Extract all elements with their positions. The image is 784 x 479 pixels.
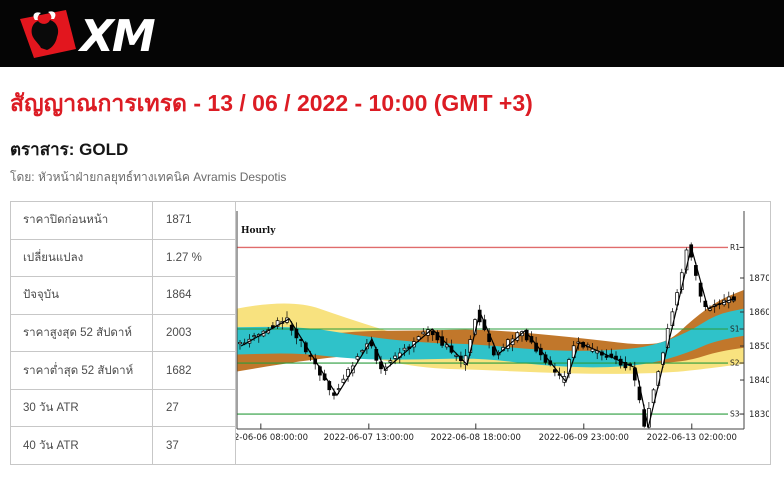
- y-tick-label: 1840: [749, 376, 769, 386]
- instrument-title: ตราสาร: GOLD: [10, 140, 129, 159]
- level-label-R1: R1: [730, 243, 740, 252]
- stat-label-current: ปัจจุบัน: [10, 276, 153, 315]
- stat-row: 30 วัน ATR 27: [10, 388, 771, 428]
- xm-logo[interactable]: XM: [14, 9, 184, 59]
- stat-value-atr30: 27: [152, 388, 236, 428]
- byline: โดย: หัวหน้าฝ่ายกลยุทธ์ทางเทคนิค Avramis…: [10, 170, 287, 184]
- page-title: สัญญาณการเทรด - 13 / 06 / 2022 - 10:00 (…: [10, 90, 533, 116]
- header-bar: XM: [0, 0, 784, 67]
- x-tick-label: 2022-06-07 13:00:00: [324, 433, 414, 443]
- stat-row: ราคาต่ำสุด 52 สัปดาห์ 1682: [10, 351, 771, 390]
- plot-content: [237, 242, 744, 429]
- stats-table: ราคาปิดก่อนหน้า 1871 R1 S1 S2 S3 1870 1860 185…: [10, 201, 771, 465]
- stat-value-change: 1.27 %: [152, 238, 236, 278]
- stat-label-prev-close: ราคาปิดก่อนหน้า: [10, 201, 153, 240]
- x-tick-label: 2-06-06 08:00:00: [236, 433, 308, 443]
- stat-row: ราคาปิดก่อนหน้า 1871 R1 S1 S2 S3 1870 1860 185…: [10, 201, 771, 465]
- stat-label-52w-high: ราคาสูงสุด 52 สัปดาห์: [10, 313, 153, 353]
- x-tick-label: 2022-06-09 23:00:00: [539, 433, 629, 443]
- stat-value-atr40: 37: [152, 426, 236, 465]
- x-tick-label: 2022-06-08 18:00:00: [431, 433, 521, 443]
- close-marker: [731, 296, 736, 301]
- stat-label-atr30: 30 วัน ATR: [10, 388, 153, 428]
- stat-value-prev-close: 1871: [152, 201, 236, 240]
- stat-label-52w-low: ราคาต่ำสุด 52 สัปดาห์: [10, 351, 153, 390]
- level-label-S3: S3: [730, 410, 740, 419]
- level-label-S1: S1: [730, 325, 740, 334]
- timeframe-label: Hourly: [241, 226, 276, 236]
- stat-value-current: 1864: [152, 276, 236, 315]
- level-label-S2: S2: [730, 359, 740, 368]
- chart-cell: R1 S1 S2 S3 1870 1860 1850 1840 1830 2-06-06 08:0…: [235, 201, 771, 465]
- y-tick-label: 1850: [749, 342, 769, 352]
- stat-row: ปัจจุบัน 1864: [10, 276, 771, 315]
- stat-label-change: เปลี่ยนแปลง: [10, 238, 153, 278]
- stat-row: ราคาสูงสุด 52 สัปดาห์ 2003: [10, 313, 771, 353]
- xm-logo-text: XM: [77, 11, 155, 59]
- x-tick-label: 2022-06-13 02:00:00: [647, 433, 737, 443]
- price-chart: R1 S1 S2 S3 1870 1860 1850 1840 1830 2-06-06 08:0…: [236, 211, 769, 443]
- y-tick-label: 1830: [749, 410, 769, 420]
- stat-value-52w-low: 1682: [152, 351, 236, 390]
- zigzag-line: [240, 247, 735, 428]
- y-tick-label: 1860: [749, 308, 769, 318]
- y-tick-label: 1870: [749, 274, 769, 284]
- stat-value-52w-high: 2003: [152, 313, 236, 353]
- xm-bull-icon: [20, 10, 76, 58]
- stat-label-atr40: 40 วัน ATR: [10, 426, 153, 465]
- stat-row: 40 วัน ATR 37: [10, 426, 771, 465]
